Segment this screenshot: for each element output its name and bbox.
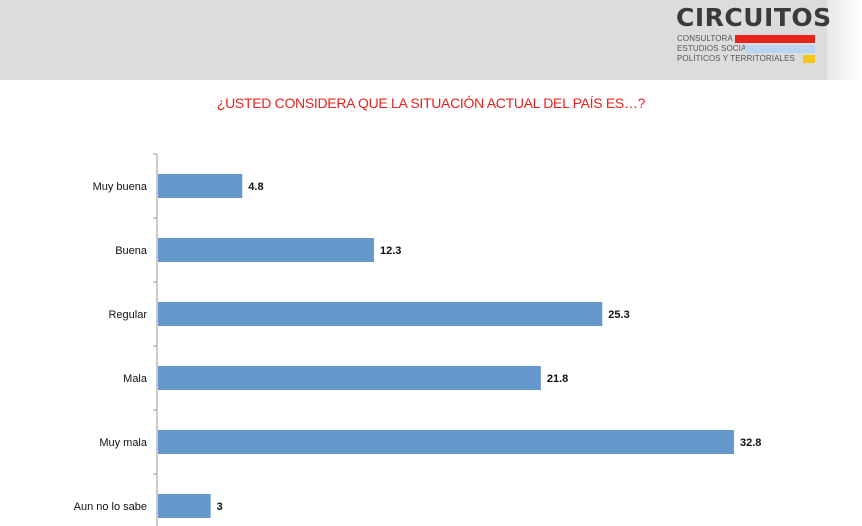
value-label: 12.3 [380, 245, 401, 257]
bar [158, 302, 603, 326]
bar [158, 430, 734, 454]
bar [158, 366, 541, 390]
category-label: Muy buena [93, 181, 148, 193]
circuitos-logo: CIRCUITOS CONSULTORA DE ESTUDIOS SOCIALE… [676, 4, 831, 76]
category-label: Muy mala [99, 437, 148, 449]
bar [158, 174, 243, 198]
bar-chart: Muy buena 4.8 Buena 12.3 Regular 25.3 Mala 21.8… [74, 153, 761, 526]
value-label: 4.8 [248, 181, 263, 193]
logo-bar-blue [745, 45, 815, 53]
value-label: 3 [217, 501, 223, 513]
logo-bar-red [735, 35, 815, 43]
logo-name: CIRCUITOS [676, 3, 832, 32]
header-shadow [827, 0, 862, 80]
chart-title: ¿USTED CONSIDERA QUE LA SITUACIÓN ACTUAL… [216, 95, 646, 111]
value-label: 32.8 [740, 437, 761, 449]
category-label: Mala [123, 373, 148, 385]
logo-line-2: ESTUDIOS SOCIALES, [677, 44, 765, 53]
logo-bar-yellow [803, 55, 815, 63]
category-label: Buena [115, 245, 148, 257]
bar [158, 494, 211, 518]
category-label: Regular [108, 309, 147, 321]
value-label: 21.8 [547, 373, 568, 385]
logo-line-1: CONSULTORA DE [677, 34, 747, 43]
header-band [0, 0, 827, 80]
logo-line-3: POLÍTICOS Y TERRITORIALES [677, 54, 795, 63]
category-label: Aun no lo sabe [74, 501, 147, 513]
value-label: 25.3 [608, 309, 629, 321]
bar [158, 238, 374, 262]
